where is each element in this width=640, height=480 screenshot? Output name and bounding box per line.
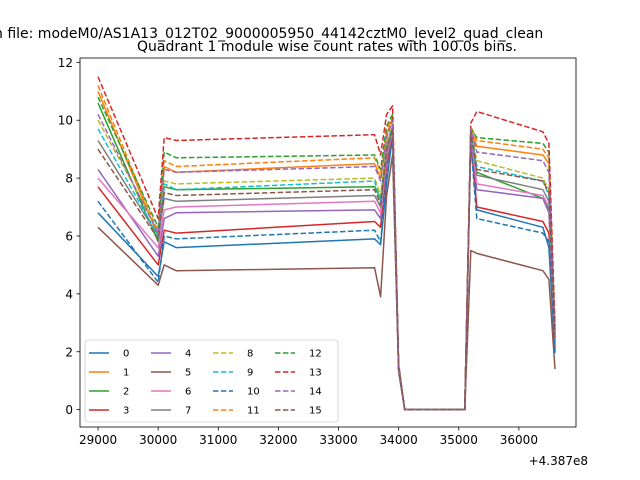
legend-label: 11 bbox=[247, 406, 260, 417]
legend-item-5: 5 bbox=[151, 368, 191, 379]
legend-label: 10 bbox=[247, 387, 260, 398]
legend-item-9: 9 bbox=[213, 368, 253, 379]
legend-label: 15 bbox=[309, 406, 322, 417]
x-tick-label: 29000 bbox=[79, 433, 117, 447]
y-tick-label: 8 bbox=[65, 172, 73, 186]
legend-label: 2 bbox=[123, 387, 129, 398]
legend-label: 5 bbox=[185, 368, 191, 379]
legend-label: 12 bbox=[309, 349, 322, 360]
y-tick-label: 6 bbox=[65, 229, 73, 243]
legend-item-14: 14 bbox=[275, 387, 322, 398]
x-axis-ticks: 29000 30000 31000 32000 33000 34000 35000 36000 bbox=[79, 427, 538, 447]
series-line-13 bbox=[97, 76, 556, 411]
legend-label: 4 bbox=[185, 349, 191, 360]
legend-item-4: 4 bbox=[151, 349, 191, 360]
legend-item-10: 10 bbox=[213, 387, 260, 398]
x-offset-text: +4.387e8 bbox=[529, 454, 588, 468]
legend-item-0: 0 bbox=[89, 349, 129, 360]
axes-title: Quadrant 1 module wise count rates with … bbox=[137, 39, 517, 55]
legend-item-1: 1 bbox=[89, 368, 129, 379]
y-tick-label: 12 bbox=[58, 56, 73, 70]
series-line-10 bbox=[97, 136, 556, 411]
legend-label: 14 bbox=[309, 387, 322, 398]
legend-label: 13 bbox=[309, 368, 322, 379]
x-tick-label: 31000 bbox=[199, 433, 237, 447]
plot-lines bbox=[97, 76, 556, 411]
legend-item-11: 11 bbox=[213, 406, 260, 417]
legend-item-13: 13 bbox=[275, 368, 322, 379]
figure-suptitle: n file: modeM0/AS1A13_012T02_9000005950_… bbox=[0, 26, 543, 42]
y-tick-label: 10 bbox=[58, 114, 73, 128]
legend-label: 7 bbox=[185, 406, 191, 417]
x-tick-label: 30000 bbox=[139, 433, 177, 447]
legend-item-6: 6 bbox=[151, 387, 191, 398]
legend-label: 9 bbox=[247, 368, 253, 379]
legend-label: 8 bbox=[247, 349, 253, 360]
legend-item-8: 8 bbox=[213, 349, 253, 360]
x-tick-label: 34000 bbox=[380, 433, 418, 447]
legend-item-3: 3 bbox=[89, 406, 129, 417]
y-tick-label: 4 bbox=[65, 287, 73, 301]
legend-label: 1 bbox=[123, 368, 129, 379]
legend-label: 0 bbox=[123, 349, 129, 360]
legend-box bbox=[84, 339, 339, 423]
x-tick-label: 33000 bbox=[319, 433, 357, 447]
x-tick-label: 32000 bbox=[259, 433, 297, 447]
legend-item-2: 2 bbox=[89, 387, 129, 398]
x-tick-label: 36000 bbox=[500, 433, 538, 447]
legend-label: 6 bbox=[185, 387, 191, 398]
y-tick-label: 0 bbox=[65, 403, 73, 417]
series-line-15 bbox=[97, 128, 556, 411]
y-tick-label: 2 bbox=[65, 345, 73, 359]
series-line-8 bbox=[97, 119, 556, 411]
legend-item-7: 7 bbox=[151, 406, 191, 417]
legend-label: 3 bbox=[123, 406, 129, 417]
y-axis-ticks: 0 2 4 6 8 10 12 bbox=[58, 56, 80, 417]
legend-item-15: 15 bbox=[275, 406, 322, 417]
axes-frame bbox=[79, 57, 577, 428]
x-tick-label: 35000 bbox=[440, 433, 478, 447]
legend-item-12: 12 bbox=[275, 349, 322, 360]
